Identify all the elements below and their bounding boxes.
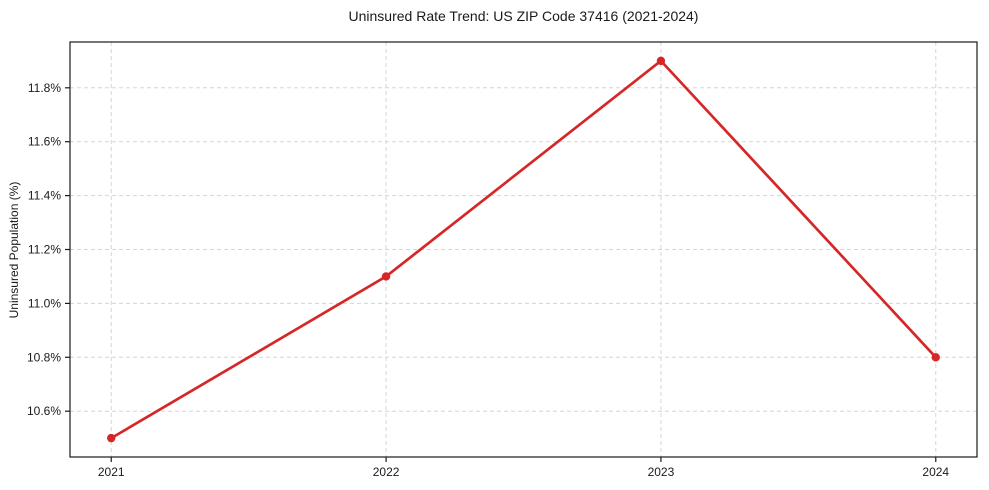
y-tick-label: 11.2% — [28, 243, 61, 257]
data-point-marker — [656, 56, 666, 66]
x-tick-label: 2021 — [98, 465, 125, 479]
data-point-marker — [107, 433, 116, 443]
y-tick-label: 11.8% — [28, 81, 61, 95]
y-tick-label: 10.8% — [27, 350, 61, 364]
trend-line — [109, 59, 938, 440]
x-tick-label: 2022 — [373, 465, 400, 479]
x-tick-label: 2023 — [648, 465, 675, 479]
chart-title: Uninsured Rate Trend: US ZIP Code 37416 … — [348, 8, 699, 24]
y-tick-label: 11.4% — [28, 189, 61, 203]
x-tick-label: 2024 — [922, 465, 949, 479]
y-tick-label: 11.6% — [28, 135, 61, 149]
data-point-marker — [381, 272, 391, 281]
y-tick-label: 10.6% — [27, 404, 61, 418]
y-tick-label: 11.0% — [28, 296, 61, 310]
data-point-marker — [931, 353, 940, 362]
